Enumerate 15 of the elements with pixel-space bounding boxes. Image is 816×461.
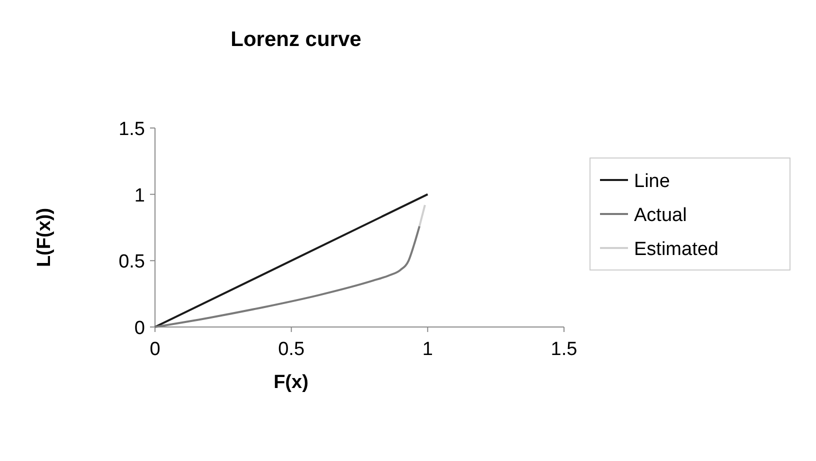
x-axis-title: F(x) <box>274 372 308 393</box>
line-series <box>154 225 420 328</box>
y-tick-label: 0.5 <box>118 252 145 273</box>
x-tick-label: 1.5 <box>550 339 578 360</box>
x-tick-label: 0 <box>150 339 160 360</box>
x-tick-label: 0.5 <box>278 339 305 360</box>
y-tick-label: 1 <box>134 185 145 206</box>
y-tick-label: 1.5 <box>118 119 145 140</box>
chart-title: Lorenz curve <box>230 28 362 51</box>
x-tick-label: 1 <box>422 339 433 360</box>
y-axis-title: L(F(x)) <box>34 208 55 268</box>
y-tick-label: 0 <box>134 318 145 339</box>
legend-label: Estimated <box>634 239 718 260</box>
legend-label: Actual <box>634 205 687 226</box>
legend-label: Line <box>634 171 670 192</box>
